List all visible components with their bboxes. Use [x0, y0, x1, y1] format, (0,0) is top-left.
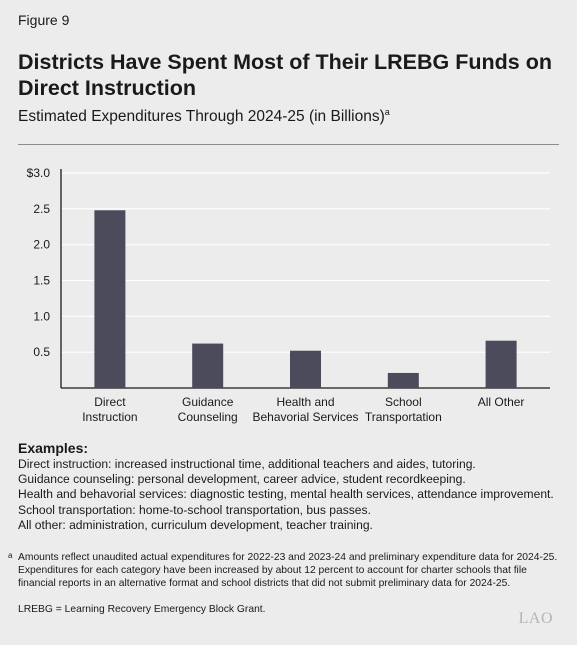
y-tick-label: 1.5: [33, 274, 50, 288]
x-category-label: Instruction: [82, 410, 137, 424]
title-divider: [18, 144, 559, 145]
x-category-label: Direct: [94, 395, 126, 409]
examples-section: Examples: Direct instruction: increased …: [18, 440, 563, 533]
example-line-direct-instruction: Direct instruction: increased instructio…: [18, 457, 476, 471]
acronym-note: LREBG = Learning Recovery Emergency Bloc…: [18, 604, 266, 615]
subtitle-footnote-mark: a: [384, 107, 390, 117]
example-line-all-other: All other: administration, curriculum de…: [18, 517, 373, 532]
x-category-label: Health and: [276, 395, 334, 409]
example-line-health-services: Health and behavorial services: diagnost…: [18, 487, 554, 502]
x-category-label: Guidance: [182, 395, 234, 409]
bar: [290, 350, 321, 388]
y-tick-label: 2.5: [33, 202, 50, 216]
example-line-guidance-counseling: Guidance counseling: personal developmen…: [18, 472, 466, 487]
x-category-label: All Other: [478, 395, 525, 409]
chart-subtitle: Estimated Expenditures Through 2024-25 (…: [18, 107, 390, 126]
footnote: a Amounts reflect unaudited actual expen…: [8, 551, 563, 590]
bar: [485, 340, 517, 388]
bar: [387, 372, 419, 388]
x-category-label: Behavorial Services: [252, 410, 358, 424]
footnote-text: Amounts reflect unaudited actual expendi…: [18, 552, 558, 589]
examples-heading: Examples:: [18, 440, 89, 456]
footnote-mark: a: [8, 551, 13, 560]
y-tick-label: 2.0: [33, 238, 50, 252]
bar: [94, 210, 126, 388]
x-category-label: Counseling: [178, 410, 238, 424]
lao-logo: LAO: [518, 610, 553, 627]
subtitle-text: Estimated Expenditures Through 2024-25 (…: [18, 108, 385, 126]
x-category-label: School: [385, 395, 422, 409]
y-tick-label: $3.0: [27, 166, 51, 180]
y-tick-label: 1.0: [33, 309, 50, 323]
x-category-label: Transportation: [365, 410, 442, 424]
y-tick-label: 0.5: [33, 345, 50, 359]
chart-title: Districts Have Spent Most of Their LREBG…: [18, 50, 552, 100]
figure-label: Figure 9: [18, 12, 70, 28]
example-line-school-transportation: School transportation: home-to-school tr…: [18, 502, 371, 517]
bar: [192, 343, 224, 388]
